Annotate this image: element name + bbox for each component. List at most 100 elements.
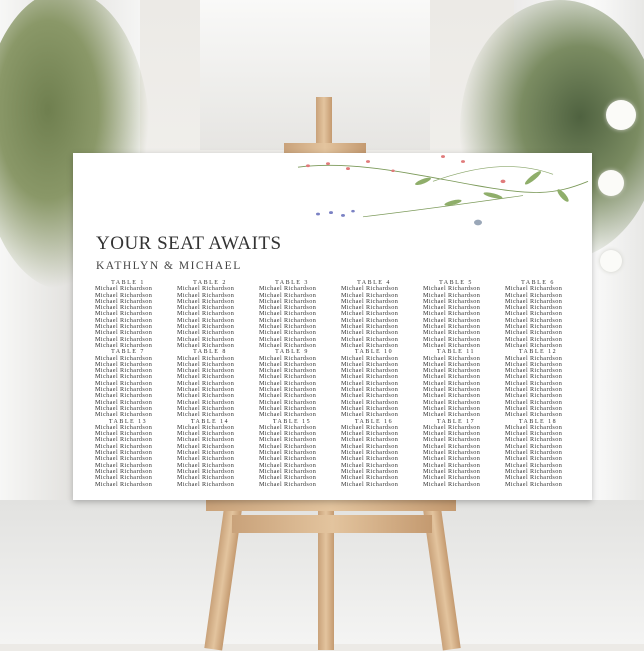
- guest-name: Michael Richardson: [505, 461, 563, 469]
- guest-name: Michael Richardson: [423, 467, 481, 475]
- table-block: TABLE 14 Michael Richardson Michael Richar…: [177, 419, 259, 488]
- guest-name: Michael Richardson: [95, 398, 153, 406]
- table-label: TABLE 4: [357, 280, 391, 286]
- guest-name: Michael Richardson: [423, 442, 481, 450]
- guest-name: Michael Richardson: [505, 285, 563, 293]
- guest-name: Michael Richardson: [177, 285, 235, 293]
- guest-name: Michael Richardson: [177, 398, 235, 406]
- white-flower: [600, 250, 622, 272]
- guest-name: Michael Richardson: [423, 285, 481, 293]
- guest-name: Michael Richardson: [341, 297, 399, 305]
- easel-leg-center: [318, 495, 334, 650]
- guest-name: Michael Richardson: [259, 360, 317, 368]
- guest-name: Michael Richardson: [423, 291, 481, 299]
- guest-name: Michael Richardson: [259, 423, 317, 431]
- guest-name: Michael Richardson: [341, 285, 399, 293]
- guest-name: Michael Richardson: [423, 373, 481, 381]
- wildflower-illustration: [297, 155, 589, 226]
- table-block: TABLE 15 Michael Richardson Michael Richar…: [259, 419, 341, 488]
- guest-name: Michael Richardson: [505, 398, 563, 406]
- guest-name: Michael Richardson: [423, 341, 481, 349]
- guest-name: Michael Richardson: [259, 442, 317, 450]
- table-label: TABLE 13: [108, 418, 148, 425]
- guest-name: Michael Richardson: [341, 367, 399, 375]
- table-block: TABLE 11 Michael Richardson Michael Richar…: [423, 349, 505, 418]
- guest-name: Michael Richardson: [95, 360, 153, 368]
- table-block: TABLE 17 Michael Richardson Michael Richar…: [423, 419, 505, 488]
- guest-name: Michael Richardson: [177, 455, 235, 463]
- guest-name: Michael Richardson: [95, 411, 153, 419]
- table-label: TABLE 12: [518, 349, 558, 356]
- guest-name: Michael Richardson: [505, 467, 563, 475]
- table-block: TABLE 18 Michael Richardson Michael Richar…: [505, 419, 587, 488]
- table-label: TABLE 5: [439, 280, 473, 286]
- guest-name: Michael Richardson: [259, 411, 317, 419]
- guest-name: Michael Richardson: [505, 373, 563, 381]
- guest-name: Michael Richardson: [505, 354, 563, 362]
- guest-name: Michael Richardson: [505, 442, 563, 450]
- guest-name: Michael Richardson: [259, 373, 317, 381]
- easel-crossbar: [232, 515, 432, 533]
- guest-name: Michael Richardson: [423, 392, 481, 400]
- guest-name: Michael Richardson: [505, 329, 563, 337]
- tables-grid: TABLE 1 Michael Richardson Michael Richard…: [95, 280, 587, 488]
- guest-name: Michael Richardson: [423, 386, 481, 394]
- guest-name: Michael Richardson: [259, 455, 317, 463]
- guest-name: Michael Richardson: [423, 297, 481, 305]
- couple-names: KATHLYN & MICHAEL: [96, 260, 242, 272]
- guest-name: Michael Richardson: [259, 367, 317, 375]
- guest-name: Michael Richardson: [341, 423, 399, 431]
- guest-name: Michael Richardson: [95, 341, 153, 349]
- guest-name: Michael Richardson: [259, 392, 317, 400]
- table-block: TABLE 6 Michael Richardson Michael Richard…: [505, 280, 587, 349]
- guest-name: Michael Richardson: [341, 316, 399, 324]
- guest-name: Michael Richardson: [423, 329, 481, 337]
- guest-name: Michael Richardson: [505, 449, 563, 457]
- guest-name: Michael Richardson: [341, 467, 399, 475]
- guest-name: Michael Richardson: [423, 423, 481, 431]
- guest-name: Michael Richardson: [95, 467, 153, 475]
- easel-top-clamp: [284, 143, 366, 155]
- guest-name: Michael Richardson: [259, 329, 317, 337]
- guest-name: Michael Richardson: [95, 354, 153, 362]
- guest-name: Michael Richardson: [341, 436, 399, 444]
- guest-name: Michael Richardson: [95, 367, 153, 375]
- guest-name: Michael Richardson: [177, 297, 235, 305]
- easel-ledge: [206, 497, 456, 511]
- guest-name: Michael Richardson: [95, 297, 153, 305]
- guest-name: Michael Richardson: [341, 323, 399, 331]
- guest-name: Michael Richardson: [505, 304, 563, 312]
- guest-name: Michael Richardson: [259, 474, 317, 482]
- guest-name: Michael Richardson: [423, 455, 481, 463]
- guest-name: Michael Richardson: [505, 316, 563, 324]
- guest-name: Michael Richardson: [341, 304, 399, 312]
- guest-name: Michael Richardson: [259, 304, 317, 312]
- guest-name: Michael Richardson: [95, 316, 153, 324]
- guest-name: Michael Richardson: [423, 411, 481, 419]
- guest-name: Michael Richardson: [95, 304, 153, 312]
- guest-name: Michael Richardson: [341, 449, 399, 457]
- guest-name: Michael Richardson: [177, 467, 235, 475]
- table-label: TABLE 9: [275, 349, 309, 356]
- guest-name: Michael Richardson: [95, 480, 153, 488]
- table-block: TABLE 4 Michael Richardson Michael Richard…: [341, 280, 423, 349]
- guest-name: Michael Richardson: [177, 329, 235, 337]
- guest-name: Michael Richardson: [505, 297, 563, 305]
- guest-name: Michael Richardson: [259, 398, 317, 406]
- guest-name: Michael Richardson: [95, 386, 153, 394]
- table-label: TABLE 3: [275, 280, 309, 286]
- table-label: TABLE 8: [193, 349, 227, 356]
- table-label: TABLE 2: [193, 280, 227, 286]
- guest-name: Michael Richardson: [95, 373, 153, 381]
- guest-name: Michael Richardson: [423, 379, 481, 387]
- guest-name: Michael Richardson: [95, 329, 153, 337]
- guest-name: Michael Richardson: [341, 404, 399, 412]
- guest-name: Michael Richardson: [341, 291, 399, 299]
- guest-name: Michael Richardson: [177, 373, 235, 381]
- guest-name: Michael Richardson: [423, 404, 481, 412]
- guest-name: Michael Richardson: [259, 467, 317, 475]
- guest-name: Michael Richardson: [259, 449, 317, 457]
- sign-title: YOUR SEAT AWAITS: [96, 233, 282, 254]
- guest-name: Michael Richardson: [177, 436, 235, 444]
- guest-name: Michael Richardson: [505, 386, 563, 394]
